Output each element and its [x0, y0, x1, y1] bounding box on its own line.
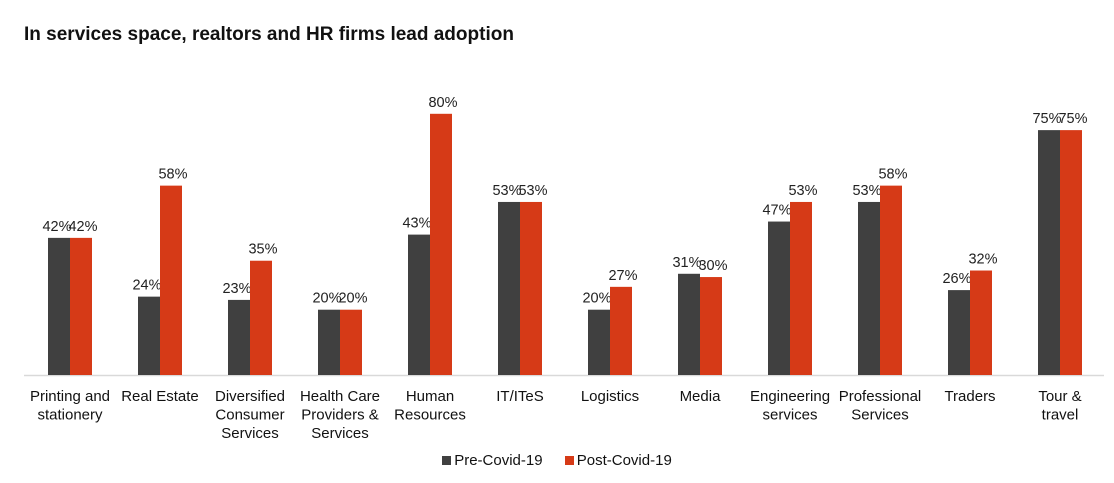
category-label-7: Media: [680, 388, 722, 405]
category-label-9: Professional: [839, 388, 922, 405]
bar-post-7: [700, 277, 722, 375]
category-label-11: travel: [1042, 407, 1079, 424]
bar-pre-0: [48, 237, 70, 375]
legend-item-post-covid: Post-Covid-19: [564, 452, 672, 469]
legend-swatch-post-covid: [564, 456, 574, 465]
legend-label-pre-covid: Pre-Covid-19: [454, 452, 543, 469]
data-label-post-2: 35%: [248, 242, 277, 258]
bar-post-3: [340, 309, 362, 375]
category-label-2: Diversified: [215, 388, 285, 405]
legend-swatch-pre-covid: [442, 456, 452, 465]
category-label-2: Consumer: [215, 407, 284, 424]
bar-post-2: [250, 260, 272, 375]
category-label-5: IT/ITeS: [496, 388, 544, 405]
bar-pre-2: [228, 299, 250, 375]
data-label-pre-6: 20%: [582, 291, 611, 307]
data-label-pre-9: 53%: [852, 183, 881, 199]
category-label-11: Tour &: [1038, 388, 1081, 405]
category-label-9: Services: [851, 407, 909, 424]
category-label-0: stationery: [37, 407, 103, 424]
bar-pre-5: [498, 201, 520, 375]
data-label-pre-11: 75%: [1032, 111, 1061, 127]
bar-post-4: [430, 113, 452, 376]
bar-pre-6: [588, 309, 610, 375]
bar-post-10: [970, 270, 992, 375]
data-label-post-1: 58%: [158, 167, 187, 183]
category-label-10: Traders: [944, 388, 995, 405]
legend: Pre-Covid-19 Post-Covid-19: [0, 452, 1114, 469]
data-label-pre-8: 47%: [762, 203, 791, 219]
category-label-3: Health Care: [300, 388, 380, 405]
bar-post-5: [520, 201, 542, 375]
bar-post-9: [880, 185, 902, 375]
data-label-pre-2: 23%: [222, 281, 251, 297]
legend-label-post-covid: Post-Covid-19: [576, 452, 672, 469]
category-label-2: Services: [221, 425, 279, 442]
bar-pre-7: [678, 273, 700, 375]
bar-pre-10: [948, 290, 970, 375]
bar-pre-4: [408, 234, 430, 375]
bar-post-0: [70, 237, 92, 375]
bar-pre-11: [1038, 130, 1060, 375]
bar-post-6: [610, 286, 632, 375]
category-label-1: Real Estate: [121, 388, 199, 405]
data-label-pre-4: 43%: [402, 216, 431, 232]
legend-item-pre-covid: Pre-Covid-19: [442, 452, 543, 469]
data-label-post-9: 58%: [878, 167, 907, 183]
data-label-pre-3: 20%: [312, 291, 341, 307]
data-label-pre-1: 24%: [132, 278, 161, 294]
data-label-post-0: 42%: [68, 219, 97, 235]
bar-post-8: [790, 201, 812, 375]
data-label-post-7: 30%: [698, 258, 727, 274]
bar-pre-8: [768, 221, 790, 375]
data-label-pre-10: 26%: [942, 271, 971, 287]
data-label-pre-0: 42%: [42, 219, 71, 235]
category-label-6: Logistics: [581, 388, 639, 405]
chart-title: In services space, realtors and HR firms…: [24, 24, 514, 45]
data-label-post-5: 53%: [518, 183, 547, 199]
data-label-post-8: 53%: [788, 183, 817, 199]
data-label-post-6: 27%: [608, 268, 637, 284]
bar-pre-9: [858, 201, 880, 375]
category-label-3: Providers &: [301, 407, 379, 424]
bar-pre-3: [318, 309, 340, 375]
category-label-0: Printing and: [30, 388, 110, 405]
bar-post-11: [1060, 130, 1082, 375]
bar-pre-1: [138, 296, 160, 375]
category-label-8: Engineering: [750, 388, 830, 405]
data-label-post-10: 32%: [968, 252, 997, 268]
category-label-3: Services: [311, 425, 369, 442]
data-label-post-3: 20%: [338, 291, 367, 307]
bar-post-1: [160, 185, 182, 375]
data-label-pre-7: 31%: [672, 255, 701, 271]
data-label-pre-5: 53%: [492, 183, 521, 199]
category-label-4: Human: [406, 388, 454, 405]
category-label-4: Resources: [394, 407, 466, 424]
data-label-post-4: 80%: [428, 95, 457, 111]
category-label-8: services: [762, 407, 817, 424]
data-label-post-11: 75%: [1058, 111, 1087, 127]
